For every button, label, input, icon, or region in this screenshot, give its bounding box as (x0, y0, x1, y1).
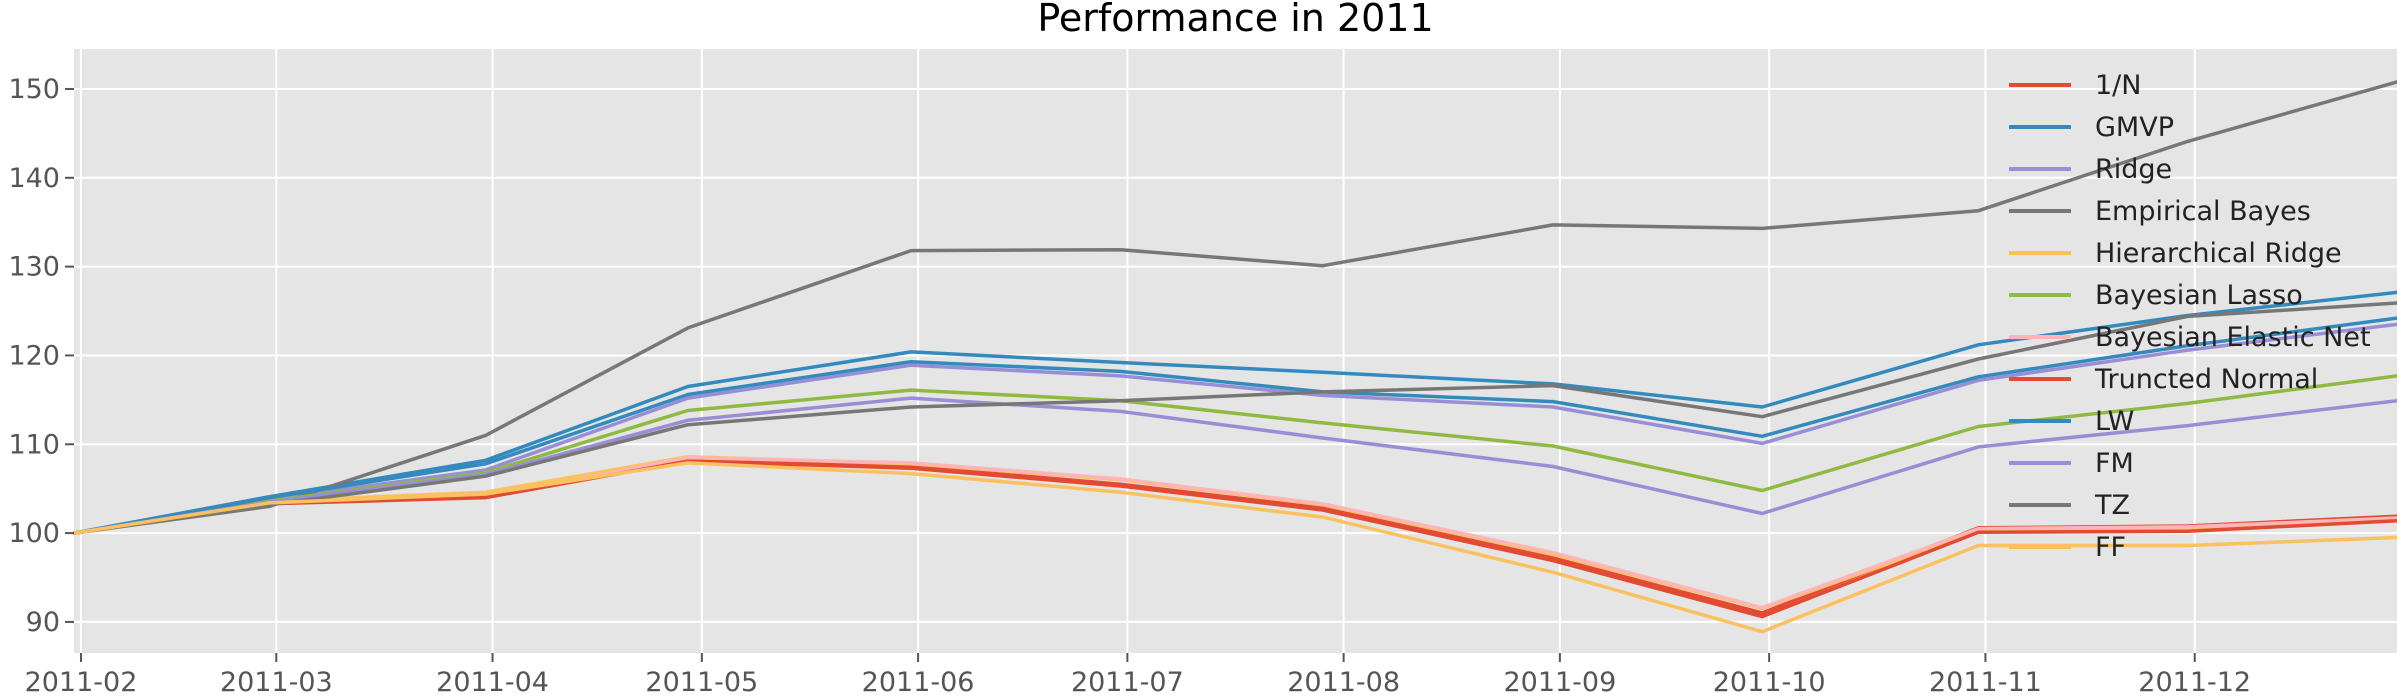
x-tick-label: 2011-09 (1503, 667, 1616, 698)
series-line-fm (72, 396, 2397, 535)
series-line-empirical-bayes (72, 80, 2397, 535)
x-tick-label: 2011-03 (220, 667, 333, 698)
y-tick-label: 130 (8, 252, 60, 283)
legend: 1/N GMVP Ridge Empirical Bayes Hierarchical … (2009, 70, 2371, 563)
series-line-tz (72, 301, 2397, 535)
legend-label: TZ (2094, 490, 2130, 521)
legend-label: 1/N (2095, 70, 2141, 101)
legend-label: Empirical Bayes (2095, 196, 2311, 227)
legend-label: FF (2095, 532, 2126, 563)
legend-label: Hierarchical Ridge (2095, 238, 2342, 269)
y-tick-label: 110 (8, 429, 60, 460)
x-tick-label: 2011-02 (25, 667, 138, 698)
series-line-lw (72, 316, 2397, 535)
x-tick-label: 2011-11 (1929, 667, 2042, 698)
legend-label: Bayesian Lasso (2095, 280, 2303, 311)
y-tick-label: 100 (8, 518, 60, 549)
legend-label: Bayesian Elastic Net (2095, 322, 2371, 353)
series-layer (72, 80, 2397, 634)
y-tick-label: 150 (8, 74, 60, 105)
x-tick-label: 2011-05 (645, 667, 758, 698)
series-line-gmvp (72, 290, 2397, 535)
plot-area (74, 49, 2397, 653)
legend-label: GMVP (2095, 112, 2174, 143)
chart-title: Performance in 2011 (1037, 0, 1433, 40)
y-tick-label: 90 (26, 607, 60, 638)
y-tick-label: 140 (8, 163, 60, 194)
series-line-ridge (72, 322, 2397, 535)
legend-label: Truncted Normal (2094, 364, 2318, 395)
legend-label: Ridge (2095, 154, 2172, 185)
legend-label: FM (2095, 448, 2134, 479)
series-line-truncted-normal (72, 459, 2397, 619)
y-tick-label: 120 (8, 340, 60, 371)
legend-label: LW (2095, 406, 2134, 437)
x-tick-label: 2011-12 (2138, 667, 2251, 698)
x-tick-label: 2011-08 (1287, 667, 1400, 698)
x-tick-label: 2011-04 (436, 667, 549, 698)
axes: 90 100 110 120 130 140 150 2011-02 2011-03 2011-0… (8, 74, 2251, 698)
x-tick-label: 2011-07 (1071, 667, 1184, 698)
x-tick-label: 2011-06 (862, 667, 975, 698)
x-tick-label: 2011-10 (1713, 667, 1826, 698)
